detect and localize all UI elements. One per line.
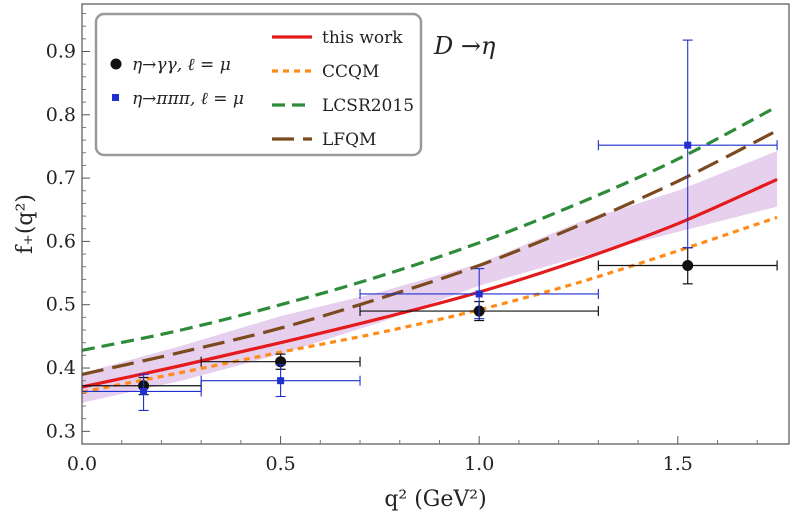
legend-label: this work [322, 28, 403, 48]
legend-label: η→γγ, ℓ = μ [132, 55, 231, 75]
legend-label: LFQM [322, 130, 376, 150]
legend-label: η→πππ, ℓ = μ [132, 89, 244, 109]
eta-three-pi-point-1 [200, 364, 361, 398]
x-tick-label: 1.5 [663, 453, 693, 475]
y-axis-title: f₊(q²) [13, 194, 38, 254]
series-line-ccqm [81, 215, 778, 394]
eta-three-pi-point-3 [597, 39, 778, 249]
x-tick-label: 0.0 [67, 453, 97, 475]
eta-three-pi-point-0 [81, 373, 202, 411]
y-tick-label: 0.8 [46, 104, 76, 126]
legend-entry-this-work: this work [272, 28, 403, 48]
legend-entry-lfqm: LFQM [272, 130, 376, 150]
y-tick-label: 0.3 [46, 420, 76, 442]
series-line-lcsr2015 [81, 105, 778, 352]
process-annotation: D →η [433, 32, 496, 60]
legend-entry-eta-three-pi: η→πππ, ℓ = μ [112, 89, 244, 109]
legend-entry-ccqm: CCQM [272, 62, 379, 82]
x-tick-label: 1.0 [464, 453, 494, 475]
y-tick-label: 0.4 [46, 357, 76, 379]
legend-label: LCSR2015 [322, 96, 414, 116]
plot-frame [81, 3, 790, 445]
series-line-lfqm [81, 129, 778, 376]
legend-box [94, 12, 423, 157]
y-tick-label: 0.5 [46, 294, 76, 316]
eta-gamma-gamma-point-3 [597, 247, 778, 285]
y-tick-label: 0.6 [46, 230, 76, 252]
series-line-this-work [81, 177, 778, 389]
lines-layer [81, 105, 778, 394]
band-layer [82, 150, 778, 403]
x-tick-label: 0.5 [265, 453, 295, 475]
x-axis-title: q² (GeV²) [384, 487, 486, 512]
uncertainty-band [82, 150, 778, 403]
ticks-layer: 0.0 0.5 1.0 1.5 0.3 0.4 0.5 0.6 0.7 0.8 0.9 [46, 12, 758, 475]
points-layer [81, 39, 778, 411]
y-tick-label: 0.9 [46, 40, 76, 62]
y-tick-label: 0.7 [46, 167, 76, 189]
legend-entry-eta-gamma-gamma: η→γγ, ℓ = μ [110, 55, 231, 75]
eta-three-pi-point-2 [359, 268, 599, 320]
legend-entry-lcsr2015: LCSR2015 [272, 96, 414, 116]
legend-label: CCQM [322, 62, 379, 82]
legend: η→γγ, ℓ = μ η→πππ, ℓ = μ this work CCQM LCSR… [94, 12, 423, 157]
